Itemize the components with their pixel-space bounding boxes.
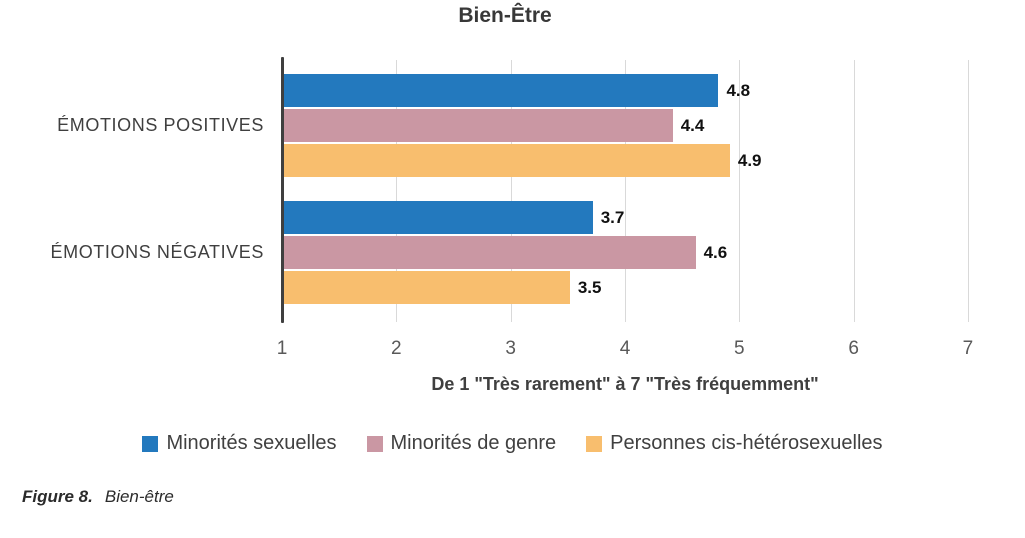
x-tick-label: 7 <box>962 338 974 359</box>
gridline <box>967 60 969 322</box>
x-tick-label: 1 <box>276 338 288 359</box>
caption-prefix: Figure 8. <box>22 487 93 506</box>
bar-Minorités de genre <box>284 109 673 142</box>
gridline <box>739 60 741 322</box>
x-tick-label: 6 <box>848 338 859 359</box>
gridline <box>510 60 512 322</box>
bar-value-label: 3.5 <box>577 278 602 297</box>
legend-item: Minorités sexuelles <box>142 432 337 455</box>
caption-text: Bien-être <box>104 487 174 506</box>
gridline <box>624 60 626 322</box>
y-axis-line <box>281 57 284 323</box>
x-tick-label: 2 <box>391 338 402 359</box>
category-label: ÉMOTIONS POSITIVES <box>57 114 264 135</box>
legend: Minorités sexuelles Minorités de genre Per… <box>0 432 1025 455</box>
bar-value-label: 3.7 <box>600 208 625 227</box>
x-tick-label: 4 <box>619 338 631 359</box>
legend-swatch <box>586 435 603 452</box>
legend-label: Minorités sexuelles <box>166 432 337 454</box>
gridline <box>853 60 855 322</box>
legend-item: Minorités de genre <box>366 432 557 455</box>
bar-value-label: 4.8 <box>726 81 751 100</box>
legend-label: Personnes cis-hétérosexuelles <box>610 432 883 454</box>
bar-value-label: 4.9 <box>737 151 762 170</box>
bar-value-label: 4.4 <box>680 116 705 135</box>
x-axis-title: De 1 "Très rarement" à 7 "Très fréquemme… <box>431 374 819 394</box>
bar-Personnes cis-hétérosexuelles <box>284 144 730 177</box>
plot-area: 1 2 3 4 5 6 7 4.8 4.4 4.9 ÉMOTIONS POSITIVES 3.7 4.6… <box>50 57 974 359</box>
bar-Minorités sexuelles <box>284 74 719 107</box>
bar-value-label: 4.6 <box>703 243 728 262</box>
figure-caption: Figure 8. Bien-être <box>22 487 174 507</box>
category-label: ÉMOTIONS NÉGATIVES <box>50 241 264 262</box>
chart-title: Bien-Être <box>458 4 552 27</box>
legend-swatch <box>366 435 383 452</box>
bar-Minorités de genre <box>284 236 696 269</box>
gridline <box>396 60 398 322</box>
legend-item: Personnes cis-hétérosexuelles <box>586 432 883 455</box>
x-tick-label: 5 <box>734 338 745 359</box>
x-tick-label: 3 <box>505 338 516 359</box>
bar-Minorités sexuelles <box>284 201 593 234</box>
bar-Personnes cis-hétérosexuelles <box>284 271 570 304</box>
legend-swatch <box>142 435 159 452</box>
legend-label: Minorités de genre <box>390 432 557 454</box>
